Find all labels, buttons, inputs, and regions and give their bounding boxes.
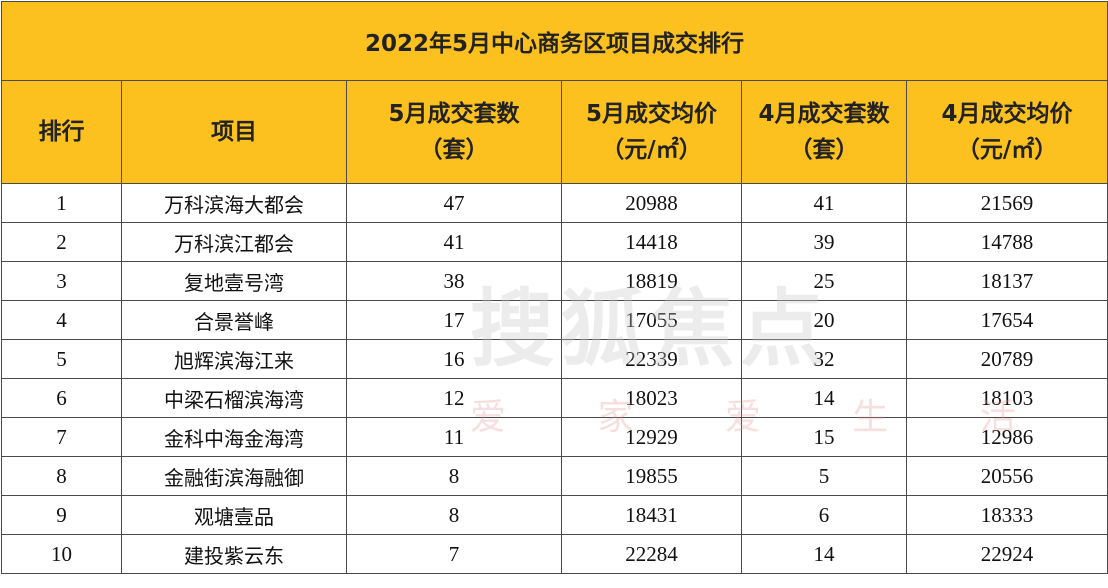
table-row: 6 中梁石榴滨海湾 12 18023 14 18103 [1, 378, 1108, 418]
cell: 17 [346, 300, 562, 340]
table-row: 1 万科滨海大都会 47 20988 41 21569 [1, 183, 1108, 223]
project-name: 金科中海金海湾 [121, 417, 347, 457]
header-cell: 4月成交均价 （元/㎡） [905, 80, 1108, 184]
table-row: 10 建投紫云东 7 22284 14 22924 [1, 534, 1108, 574]
header-cell: 5月成交套数 （套） [346, 80, 562, 184]
cell: 20789 [905, 339, 1108, 379]
cell: 16 [346, 339, 562, 379]
cell: 2 [1, 222, 122, 262]
project-name: 建投紫云东 [121, 534, 347, 574]
cell: 19855 [561, 456, 742, 496]
cell: 18333 [905, 495, 1108, 535]
cell: 41 [346, 222, 562, 262]
cell: 12 [346, 378, 562, 418]
project-name: 万科滨江都会 [121, 222, 347, 262]
cell: 5 [1, 339, 122, 379]
header-cell: 项目 [121, 80, 347, 184]
cell: 20 [741, 300, 907, 340]
cell: 7 [346, 534, 562, 574]
cell: 18137 [905, 261, 1108, 301]
cell: 12929 [561, 417, 742, 457]
cell: 17654 [905, 300, 1108, 340]
cell: 6 [741, 495, 907, 535]
cell: 11 [346, 417, 562, 457]
project-name: 金融街滨海融御 [121, 456, 347, 496]
cell: 8 [1, 456, 122, 496]
table-row: 7 金科中海金海湾 11 12929 15 12986 [1, 417, 1108, 457]
table-row: 8 金融街滨海融御 8 19855 5 20556 [1, 456, 1108, 496]
project-name: 中梁石榴滨海湾 [121, 378, 347, 418]
table-row: 3 复地壹号湾 38 18819 25 18137 [1, 261, 1108, 301]
project-name: 旭辉滨海江来 [121, 339, 347, 379]
project-name: 万科滨海大都会 [121, 183, 347, 223]
cell: 47 [346, 183, 562, 223]
project-name: 合景誉峰 [121, 300, 347, 340]
cell: 18819 [561, 261, 742, 301]
cell: 41 [741, 183, 907, 223]
cell: 14 [741, 378, 907, 418]
cell: 39 [741, 222, 907, 262]
cell: 10 [1, 534, 122, 574]
cell: 21569 [905, 183, 1108, 223]
cell: 32 [741, 339, 907, 379]
header-cell: 5月成交均价 （元/㎡） [561, 80, 742, 184]
table-title: 2022年5月中心商务区项目成交排行 [0, 1, 1108, 81]
cell: 12986 [905, 417, 1108, 457]
cell: 7 [1, 417, 122, 457]
project-name: 观塘壹品 [121, 495, 347, 535]
table-row: 9 观塘壹品 8 18431 6 18333 [1, 495, 1108, 535]
cell: 18023 [561, 378, 742, 418]
cell: 14 [741, 534, 907, 574]
cell: 8 [346, 456, 562, 496]
cell: 9 [1, 495, 122, 535]
cell: 20988 [561, 183, 742, 223]
table-body: 1 万科滨海大都会 47 20988 41 21569 2 万科滨江都会 41 14418 39 14… [1, 183, 1108, 574]
cell: 18103 [905, 378, 1108, 418]
cell: 38 [346, 261, 562, 301]
header-cell: 排行 [1, 80, 122, 184]
cell: 15 [741, 417, 907, 457]
cell: 3 [1, 261, 122, 301]
table-row: 2 万科滨江都会 41 14418 39 14788 [1, 222, 1108, 262]
cell: 8 [346, 495, 562, 535]
cell: 14788 [905, 222, 1108, 262]
cell: 6 [1, 378, 122, 418]
cell: 18431 [561, 495, 742, 535]
table-row: 4 合景誉峰 17 17055 20 17654 [1, 300, 1108, 340]
header-cell: 4月成交套数 （套） [741, 80, 907, 184]
cell: 17055 [561, 300, 742, 340]
cell: 22284 [561, 534, 742, 574]
cell: 1 [1, 183, 122, 223]
cell: 20556 [905, 456, 1108, 496]
cell: 25 [741, 261, 907, 301]
cell: 14418 [561, 222, 742, 262]
ranking-table: 2022年5月中心商务区项目成交排行 排行 项目 5月成交套数 （套） 5月成交均价 … [0, 1, 1108, 574]
cell: 4 [1, 300, 122, 340]
header-row: 排行 项目 5月成交套数 （套） 5月成交均价 （元/㎡） 4月成交套数 （套） 4月成交… [1, 80, 1108, 184]
cell: 5 [741, 456, 907, 496]
project-name: 复地壹号湾 [121, 261, 347, 301]
cell: 22924 [905, 534, 1108, 574]
cell: 22339 [561, 339, 742, 379]
table-row: 5 旭辉滨海江来 16 22339 32 20789 [1, 339, 1108, 379]
